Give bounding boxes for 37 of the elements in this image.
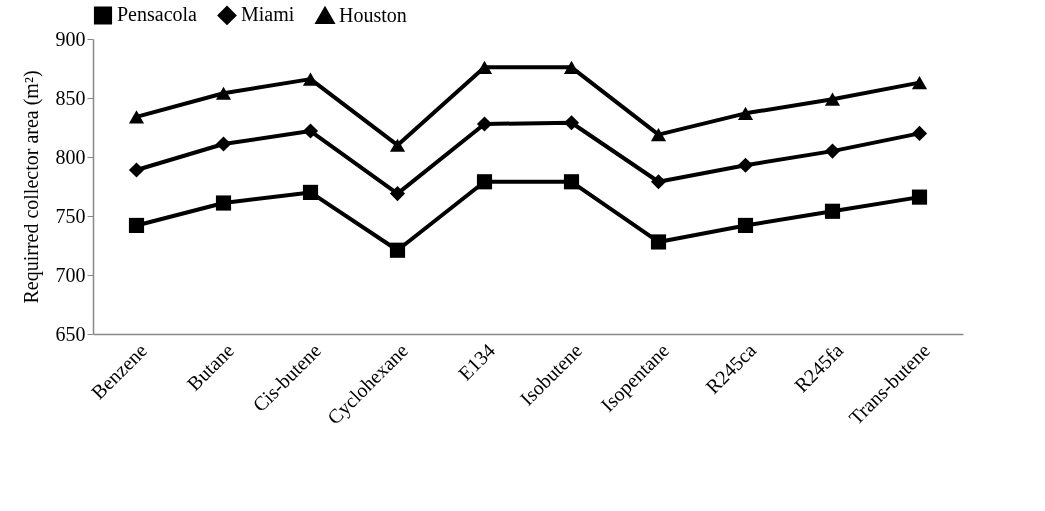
legend-label: Pensacola (117, 3, 198, 26)
point (215, 195, 232, 211)
point (389, 186, 406, 202)
point (737, 157, 754, 173)
point (737, 217, 754, 234)
point (563, 115, 580, 131)
point (302, 184, 319, 200)
point (650, 128, 667, 142)
point (215, 136, 232, 152)
y-tick-label: 700 (55, 263, 86, 286)
point (389, 242, 406, 258)
y-tick-label: 800 (55, 145, 86, 168)
point (389, 138, 406, 152)
point (128, 110, 145, 124)
point (128, 217, 145, 234)
point (911, 76, 928, 90)
point (650, 174, 667, 190)
point (128, 162, 145, 178)
point (476, 174, 493, 190)
point (737, 106, 754, 120)
point (215, 86, 232, 100)
point (476, 116, 493, 132)
point (824, 203, 841, 219)
y-tick-label: 750 (55, 204, 86, 227)
point (563, 174, 580, 190)
point (911, 189, 928, 205)
y-tick-label: 650 (55, 322, 86, 345)
y-axis-title: Requirred collector area (m²) (19, 70, 43, 304)
point (650, 234, 667, 250)
legend-label: Houston (339, 3, 407, 26)
legend-label: Miami (241, 3, 295, 26)
point (302, 123, 319, 139)
y-tick-label: 850 (55, 86, 86, 109)
point (911, 125, 928, 141)
y-tick-label: 900 (55, 27, 86, 50)
point (824, 143, 841, 159)
point (824, 92, 841, 106)
